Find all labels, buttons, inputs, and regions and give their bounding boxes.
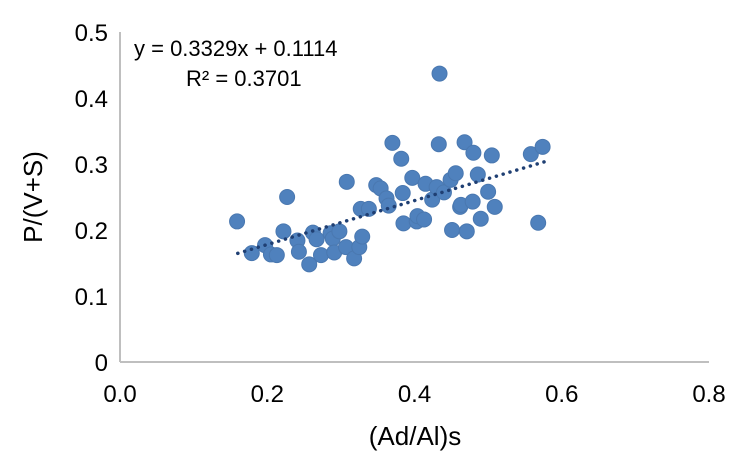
y-tick-label: 0.1 — [75, 284, 108, 311]
data-point — [530, 214, 547, 231]
y-tick-label: 0.3 — [75, 152, 108, 179]
data-point — [279, 189, 296, 205]
data-point — [243, 245, 260, 262]
x-tick-label: 0.4 — [398, 381, 431, 408]
y-tick-label: 0.5 — [75, 20, 108, 47]
x-tick-label: 0.6 — [545, 381, 578, 408]
x-tick-label: 0.8 — [692, 381, 725, 408]
data-point — [464, 193, 481, 210]
data-point — [384, 134, 401, 151]
data-point — [480, 183, 497, 200]
x-tick-label: 0.0 — [103, 381, 136, 408]
y-tick-label: 0.4 — [75, 86, 108, 113]
data-point — [275, 223, 292, 240]
data-point — [301, 256, 318, 273]
data-point — [430, 136, 447, 153]
data-point — [447, 165, 464, 182]
trendline-equation: y = 0.3329x + 0.1114 — [134, 36, 337, 61]
data-point — [395, 215, 412, 232]
data-points — [229, 65, 551, 273]
y-axis-title: P/(V+S) — [18, 151, 48, 243]
data-point — [458, 223, 475, 240]
data-point — [444, 222, 461, 238]
trendline-path — [236, 159, 549, 256]
data-point — [534, 138, 551, 155]
data-point — [465, 144, 482, 161]
data-point — [404, 169, 421, 186]
x-tick-labels: 0.0 0.2 0.4 0.6 0.8 — [103, 381, 725, 408]
data-point — [229, 213, 246, 230]
data-point — [483, 147, 500, 164]
data-point — [354, 228, 371, 245]
data-point — [486, 198, 503, 215]
data-point — [431, 65, 448, 82]
x-axis-title: (Ad/Al)s — [369, 421, 461, 451]
data-point — [472, 210, 489, 227]
data-point — [268, 247, 285, 264]
r-squared-label: R² = 0.3701 — [186, 66, 302, 91]
data-point — [435, 184, 452, 201]
y-tick-label: 0.2 — [75, 218, 108, 245]
data-point — [308, 231, 325, 248]
y-tick-labels: 0 0.1 0.2 0.3 0.4 0.5 — [75, 20, 108, 377]
data-point — [338, 173, 355, 190]
y-tick-label: 0 — [95, 350, 108, 377]
x-tick-label: 0.2 — [251, 381, 284, 408]
data-point — [416, 211, 433, 228]
trendline — [236, 159, 549, 256]
data-point — [380, 197, 397, 214]
data-point — [456, 134, 473, 151]
axes-group — [119, 32, 709, 363]
data-point — [393, 150, 410, 167]
data-point — [522, 146, 539, 163]
data-point — [290, 243, 307, 260]
data-point — [394, 185, 411, 202]
data-point — [312, 247, 329, 264]
data-point — [469, 166, 486, 183]
